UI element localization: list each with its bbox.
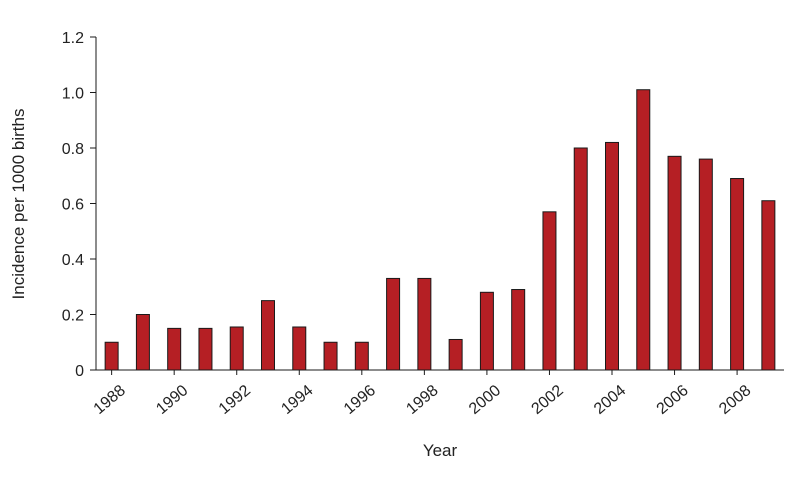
- bar-1997: [386, 277, 401, 371]
- bar-1999: [448, 338, 463, 371]
- bar-2002: [542, 211, 557, 371]
- y-tick-label: 0.6: [62, 197, 84, 214]
- x-axis-title: Year: [423, 441, 458, 460]
- x-tick-label: 2008: [716, 382, 754, 418]
- bar-1996: [354, 341, 369, 371]
- x-tick-label: 1994: [278, 382, 316, 418]
- bar-1989: [135, 314, 150, 371]
- x-tick-label: 1988: [91, 382, 129, 418]
- bar-2001: [511, 289, 526, 371]
- bar-2006: [667, 155, 682, 371]
- y-axis-ticks: 0 0.2 0.4 0.6 0.8 1.0 1.2: [62, 30, 96, 380]
- bar-1990: [167, 327, 182, 371]
- x-tick-label: 2006: [654, 382, 692, 418]
- bars-group: [104, 89, 776, 371]
- bar-1993: [261, 300, 275, 371]
- x-tick-label: 2002: [529, 382, 567, 418]
- bar-1991: [198, 327, 213, 371]
- bar-2008: [730, 178, 745, 371]
- y-tick-label: 1.0: [62, 86, 84, 103]
- bar-1988: [104, 341, 119, 371]
- bar-2003: [573, 147, 588, 371]
- bar-2005: [636, 89, 651, 371]
- bar-1992: [229, 326, 244, 371]
- y-tick-label: 0.4: [62, 252, 84, 269]
- y-tick-label: 1.2: [62, 30, 84, 47]
- bar-1995: [323, 341, 338, 371]
- bar-2007: [698, 158, 713, 371]
- bar-2004: [605, 141, 619, 371]
- x-tick-label: 1998: [403, 382, 441, 418]
- bar-2000: [479, 291, 494, 371]
- x-axis-ticks: 1988 1990 1992 1994 1996 1998 2000 2002 2004 2006…: [91, 370, 754, 418]
- x-tick-label: 1992: [216, 382, 254, 418]
- x-tick-label: 1996: [341, 382, 379, 418]
- x-tick-label: 1990: [153, 382, 191, 418]
- y-tick-label: 0.2: [62, 308, 84, 325]
- bar-1998: [417, 277, 432, 371]
- x-tick-label: 2004: [591, 382, 629, 418]
- x-tick-label: 2000: [466, 382, 504, 418]
- y-axis-title: Incidence per 1000 births: [9, 109, 28, 300]
- y-tick-label: 0: [75, 363, 84, 380]
- bar-1994: [292, 326, 307, 371]
- bar-2009: [761, 200, 776, 371]
- y-tick-label: 0.8: [62, 141, 84, 158]
